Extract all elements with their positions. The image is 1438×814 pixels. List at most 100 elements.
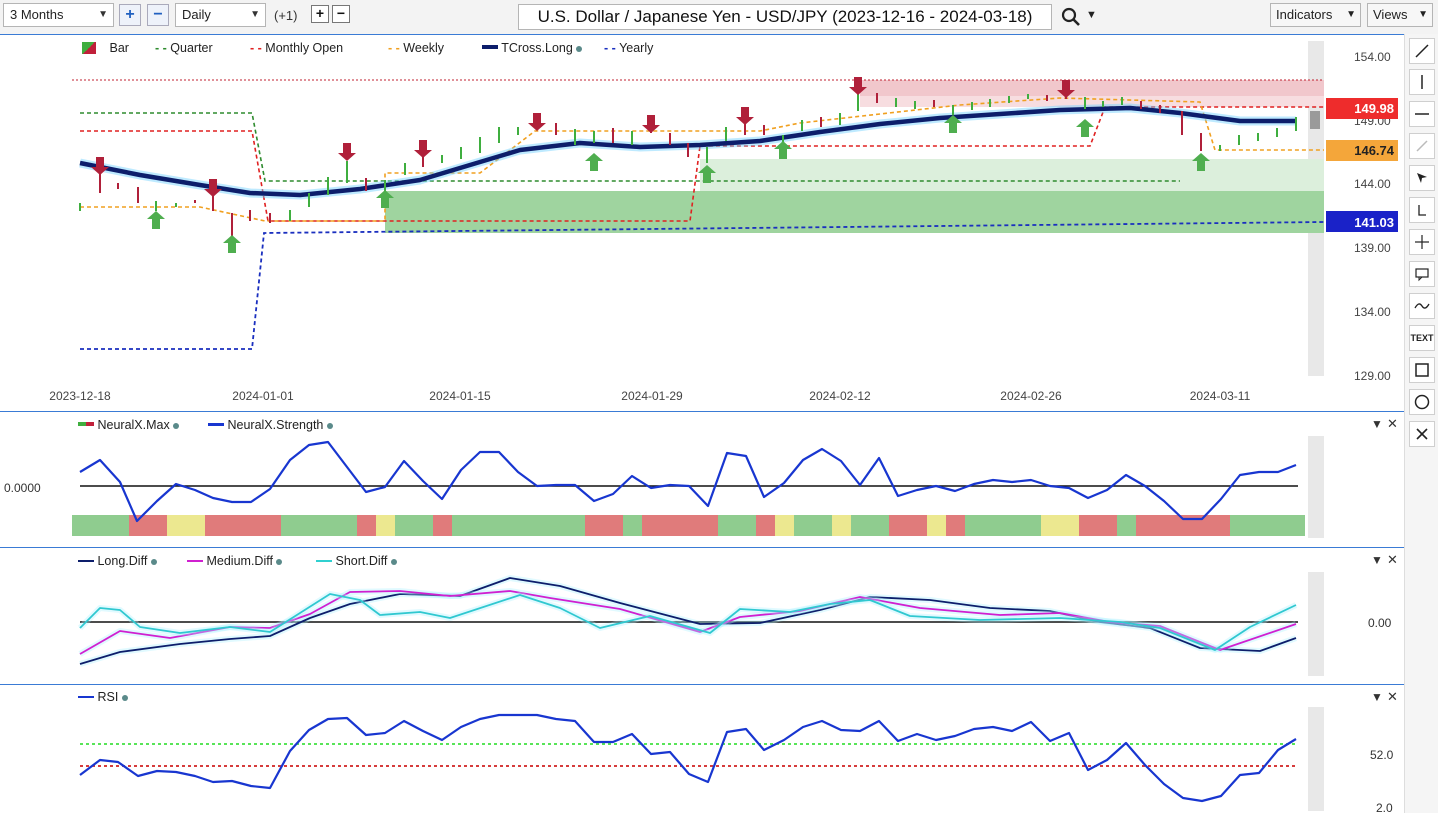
neuralx-max-block-12 — [642, 515, 718, 536]
sell-arrow-icon-8 — [1057, 80, 1075, 98]
neuralx-scrollbar[interactable] — [1308, 436, 1324, 538]
dash-swatch-icon: - - — [604, 41, 616, 55]
legend-yearly[interactable]: - - Yearly — [604, 41, 653, 55]
neuralx-zero-label: 0.0000 — [4, 481, 41, 495]
neuralx-max-block-20 — [927, 515, 946, 536]
panel-collapse-icon[interactable]: ▼ — [1371, 417, 1383, 431]
legend-neuralx-max[interactable]: NeuralX.Max — [78, 418, 180, 432]
circle-tool-icon[interactable] — [1409, 389, 1435, 415]
legend-long-diff[interactable]: Long.Diff — [78, 554, 157, 568]
sell-arrow-icon-1 — [204, 179, 222, 197]
curve-tool-icon[interactable] — [1409, 293, 1435, 319]
panel-close-icon[interactable]: ✕ — [1387, 689, 1398, 704]
ray-tool-icon[interactable] — [1409, 133, 1435, 159]
range-select[interactable]: 3 Months ▼ — [3, 3, 114, 27]
short-diff-line — [79, 593, 1297, 651]
interval-select-value: Daily — [182, 7, 211, 22]
y-tick-154: 154.00 — [1354, 50, 1391, 64]
settings-dot-icon[interactable] — [326, 423, 333, 429]
legend-tcross-label: TCross.Long — [501, 41, 573, 55]
neuralx-max-block-24 — [1079, 515, 1117, 536]
settings-dot-icon[interactable] — [173, 423, 180, 429]
neuralx-max-block-8 — [433, 515, 452, 536]
price-tag-yearly-text: 141.03 — [1354, 215, 1394, 230]
legend-bar[interactable]: Bar — [82, 41, 129, 55]
panel-close-icon[interactable]: ✕ — [1387, 552, 1398, 567]
comment-tool-icon[interactable] — [1409, 261, 1435, 287]
monthly-open-line — [80, 106, 1324, 222]
legend-rsi[interactable]: RSI — [78, 690, 128, 704]
legend-monthly-open[interactable]: - - Monthly Open — [250, 41, 343, 55]
sell-arrow-icon-7 — [849, 77, 867, 95]
views-button[interactable]: Views ▼ — [1367, 3, 1433, 27]
support-zone-light — [700, 159, 1324, 191]
settings-dot-icon[interactable] — [390, 559, 397, 565]
indicators-button[interactable]: Indicators ▼ — [1270, 3, 1361, 27]
legend-medium-diff[interactable]: Medium.Diff — [187, 554, 283, 568]
zoom-out-button[interactable]: − — [147, 4, 169, 26]
price-chart[interactable]: 154.00 149.00 144.00 139.00 134.00 129.0… — [0, 35, 1404, 411]
pointer-tool-icon[interactable] — [1409, 165, 1435, 191]
y-tick-129: 129.00 — [1354, 369, 1391, 383]
neuralx-max-block-2 — [167, 515, 205, 536]
crosshair-tool-icon[interactable] — [1409, 229, 1435, 255]
price-panel: 154.00 149.00 144.00 139.00 134.00 129.0… — [0, 34, 1404, 411]
rsi-chart[interactable]: 52.0 2.0 — [0, 685, 1404, 814]
x-tick-3: 2024-01-15 — [429, 389, 491, 403]
chevron-down-icon: ▼ — [1346, 9, 1356, 20]
legend-tcross-long[interactable]: TCross.Long — [482, 41, 583, 55]
measure-tool-icon[interactable] — [1409, 197, 1435, 223]
buy-arrow-icon-1 — [223, 235, 241, 253]
resistance-zone — [860, 80, 1324, 96]
buy-arrow-icon-6 — [944, 115, 962, 133]
y-tick-144: 144.00 — [1354, 177, 1391, 191]
line-tool-icon[interactable] — [1409, 38, 1435, 64]
interval-select[interactable]: Daily ▼ — [175, 3, 266, 27]
neuralx-chart[interactable]: 0.0000 — [0, 412, 1404, 547]
offset-minus-button[interactable]: − — [332, 5, 350, 23]
panel-collapse-icon[interactable]: ▼ — [1371, 553, 1383, 567]
settings-dot-icon[interactable] — [150, 559, 157, 565]
close-tool-icon[interactable] — [1409, 421, 1435, 447]
rsi-scrollbar[interactable] — [1308, 707, 1324, 811]
price-scroll-thumb[interactable] — [1310, 111, 1320, 129]
diff-chart[interactable]: 0.00 — [0, 548, 1404, 684]
panel-collapse-icon[interactable]: ▼ — [1371, 690, 1383, 704]
settings-dot-icon[interactable] — [121, 695, 128, 701]
offset-plus-button[interactable]: + — [311, 5, 329, 23]
x-tick-7: 2024-03-11 — [1190, 389, 1251, 403]
legend-weekly[interactable]: - - Weekly — [388, 41, 444, 55]
diff-scrollbar[interactable] — [1308, 572, 1324, 676]
neuralx-max-block-17 — [832, 515, 851, 536]
panel-close-icon[interactable]: ✕ — [1387, 416, 1398, 431]
legend-neuralx-strength[interactable]: NeuralX.Strength — [208, 418, 333, 432]
price-tag-monthly — [1326, 98, 1398, 119]
offset-label: (+1) — [274, 8, 298, 23]
neuralx-max-block-21 — [946, 515, 965, 536]
long-diff-line — [79, 577, 1297, 665]
search-icon[interactable] — [1060, 6, 1082, 28]
price-tag-weekly-text: 146.74 — [1354, 143, 1395, 158]
search-dropdown-icon[interactable]: ▼ — [1086, 9, 1097, 21]
x-tick-4: 2024-01-29 — [621, 389, 683, 403]
price-tag-monthly-text: 149.98 — [1354, 101, 1394, 116]
buy-arrow-icon-7 — [1076, 119, 1094, 137]
legend-quarter[interactable]: - - Quarter — [155, 41, 213, 55]
settings-dot-icon[interactable] — [576, 46, 583, 52]
rectangle-tool-icon[interactable] — [1409, 357, 1435, 383]
settings-dot-icon[interactable] — [276, 559, 283, 565]
x-tick-2: 2024-01-01 — [232, 389, 294, 403]
line-swatch-icon — [78, 696, 94, 698]
text-tool-icon[interactable]: TEXT — [1409, 325, 1435, 351]
neuralx-max-block-7 — [395, 515, 433, 536]
legend-short-diff[interactable]: Short.Diff — [316, 554, 397, 568]
buy-arrow-icon-0 — [147, 211, 165, 229]
buy-arrow-icon-2 — [376, 190, 394, 208]
buy-arrow-icon-3 — [585, 153, 603, 171]
sell-arrow-icon-2 — [338, 143, 356, 161]
neuralx-max-block-4 — [281, 515, 357, 536]
vertical-line-tool-icon[interactable] — [1409, 69, 1435, 95]
horizontal-line-tool-icon[interactable] — [1409, 101, 1435, 127]
chart-title[interactable]: U.S. Dollar / Japanese Yen - USD/JPY (20… — [518, 4, 1052, 30]
zoom-in-button[interactable]: + — [119, 4, 141, 26]
